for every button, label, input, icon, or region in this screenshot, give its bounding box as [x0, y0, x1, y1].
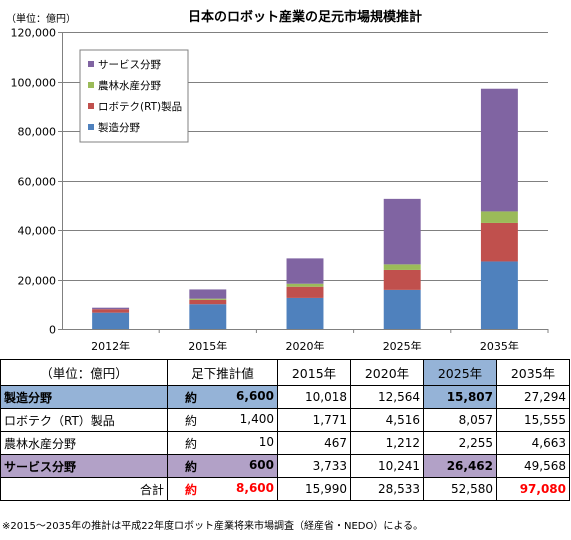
- table-row-total: 合計 約 8,600 15,990 28,533 52,580 97,080: [0, 477, 570, 501]
- bar-segment: [92, 307, 130, 310]
- x-axis-labels: 2012年 2015年 2020年 2025年 2035年: [91, 329, 549, 350]
- legend-label: サービス分野: [98, 59, 161, 71]
- market-data-table: （単位：億円） 足下推計値 2015年 2020年 2025年 2035年 製造…: [0, 359, 570, 501]
- legend-swatch: [88, 82, 94, 88]
- y-tick-label: 100,000: [11, 77, 57, 90]
- bar-segment: [189, 298, 227, 300]
- row-label: サービス分野: [0, 454, 168, 478]
- legend-label: 農林水産分野: [98, 79, 161, 92]
- y-tick-label: 80,000: [18, 126, 57, 139]
- x-tick-label: 2020年: [286, 339, 325, 350]
- cell-2025: 8,057: [423, 408, 497, 432]
- cell-2015: 3,733: [277, 454, 351, 478]
- row-label: 合計: [0, 477, 168, 501]
- cell-2020: 10,241: [350, 454, 424, 478]
- footnote: ※2015～2035年の推計は平成22年度ロボット産業将来市場調査（経産省・NE…: [2, 521, 424, 532]
- header-unit: （単位：億円）: [0, 359, 168, 386]
- unit-label: （単位：億円）: [6, 12, 76, 25]
- y-axis-ticks: 0 20,000 40,000 60,000 80,000 100,000 120,000: [11, 27, 63, 337]
- y-tick-label: 40,000: [18, 225, 57, 238]
- bar-segment: [480, 222, 518, 262]
- bar-segment: [480, 261, 518, 329]
- x-tick-label: 2035年: [480, 339, 519, 350]
- bar-segment: [189, 304, 227, 329]
- cell-2015: 10,018: [277, 385, 351, 409]
- bar-segment: [286, 297, 324, 329]
- table-row-manufacturing: 製造分野 約 6,600 10,018 12,564 15,807 27,294: [0, 385, 570, 409]
- cell-2015: 15,990: [277, 477, 351, 501]
- legend-label: ロボテク(RT)製品: [98, 100, 182, 113]
- header-current: 足下推計値: [167, 359, 278, 386]
- y-tick-label: 0: [49, 324, 56, 337]
- chart-title: 日本のロボット産業の足元市場規模推計: [188, 9, 422, 25]
- bar-segment: [92, 312, 130, 329]
- table-header-row: （単位：億円） 足下推計値 2015年 2020年 2025年 2035年: [0, 359, 570, 386]
- current-value: 約 600: [167, 454, 278, 478]
- cell-2025: 2,255: [423, 431, 497, 455]
- table-row-rt-products: ロボテク（RT）製品 約 1,400 1,771 4,516 8,057 15,5…: [0, 408, 570, 432]
- y-tick-label: 120,000: [11, 27, 57, 40]
- cell-2015: 467: [277, 431, 351, 455]
- legend-swatch: [88, 103, 94, 109]
- current-value: 約 6,600: [167, 385, 278, 409]
- current-value: 約 1,400: [167, 408, 278, 432]
- header-2015: 2015年: [277, 359, 351, 386]
- row-label: 農林水産分野: [0, 431, 168, 455]
- cell-2035: 15,555: [496, 408, 570, 432]
- bar-segment: [480, 211, 518, 223]
- cell-2035: 49,568: [496, 454, 570, 478]
- row-label: 製造分野: [0, 385, 168, 409]
- bars: [92, 88, 518, 329]
- bar-segment: [480, 88, 518, 212]
- cell-2025: 26,462: [423, 454, 497, 478]
- header-2035: 2035年: [496, 359, 570, 386]
- header-2025: 2025年: [423, 359, 497, 386]
- cell-2025: 15,807: [423, 385, 497, 409]
- bar-segment: [189, 289, 227, 299]
- header-2020: 2020年: [350, 359, 424, 386]
- cell-2020: 28,533: [350, 477, 424, 501]
- table-row-agriculture: 農林水産分野 約 10 467 1,212 2,255 4,663: [0, 431, 570, 455]
- legend-label: 製造分野: [98, 121, 140, 134]
- x-tick-label: 2025年: [383, 339, 422, 350]
- x-tick-label: 2012年: [91, 339, 130, 350]
- cell-2035: 4,663: [496, 431, 570, 455]
- table-row-service: サービス分野 約 600 3,733 10,241 26,462 49,568: [0, 454, 570, 478]
- bar-segment: [92, 309, 130, 313]
- bar-segment: [383, 289, 421, 329]
- cell-2020: 1,212: [350, 431, 424, 455]
- cell-2035: 97,080: [496, 477, 570, 501]
- y-tick-label: 20,000: [18, 275, 57, 288]
- cell-2025: 52,580: [423, 477, 497, 501]
- legend-box: [79, 49, 189, 143]
- bar-segment: [383, 198, 421, 265]
- x-tick-label: 2015年: [188, 339, 227, 350]
- stacked-bar-chart: 日本のロボット産業の足元市場規模推計 （単位：億円） 0 20,000 40,000…: [6, 9, 549, 350]
- legend-swatch: [88, 61, 94, 67]
- bar-segment: [383, 269, 421, 290]
- y-tick-label: 60,000: [18, 176, 57, 189]
- bar-segment: [383, 264, 421, 270]
- current-value: 約 8,600: [167, 477, 278, 501]
- cell-2035: 27,294: [496, 385, 570, 409]
- current-value: 約 10: [167, 431, 278, 455]
- bar-segment: [189, 299, 227, 305]
- bar-segment: [286, 258, 324, 284]
- bar-segment: [286, 286, 324, 298]
- cell-2015: 1,771: [277, 408, 351, 432]
- row-label: ロボテク（RT）製品: [0, 408, 168, 432]
- cell-2020: 12,564: [350, 385, 424, 409]
- legend-swatch: [88, 124, 94, 130]
- bar-segment: [286, 283, 324, 287]
- cell-2020: 4,516: [350, 408, 424, 432]
